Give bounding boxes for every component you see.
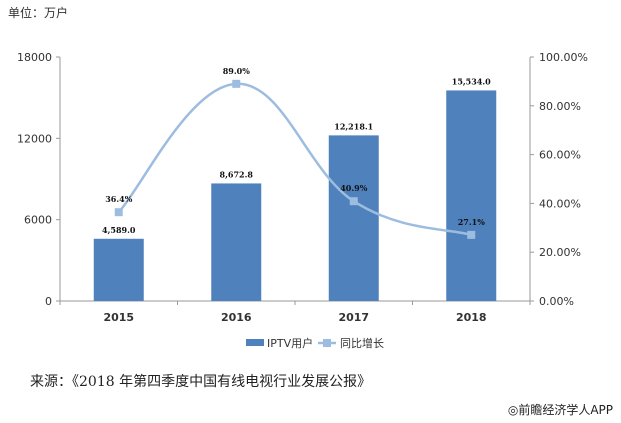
right-tick-label: 0.00%	[539, 295, 574, 308]
x-tick-label: 2018	[456, 311, 487, 324]
legend-bar-swatch	[246, 339, 264, 346]
growth-value-label: 89.0%	[223, 66, 250, 76]
x-tick-label: 2017	[338, 311, 369, 324]
right-tick-label: 80.00%	[539, 100, 581, 113]
growth-value-label: 27.1%	[458, 217, 485, 227]
growth-line	[117, 82, 472, 237]
bar-value-label: 15,534.0	[452, 76, 491, 86]
bar	[93, 238, 144, 301]
left-tick-label: 0	[45, 295, 52, 308]
watermark: ◎前瞻经济学人APP	[507, 403, 613, 417]
bar-value-label: 4,589.0	[102, 225, 136, 235]
legend-bar-label: IPTV用户	[267, 336, 313, 350]
growth-marker	[232, 79, 241, 88]
bar	[211, 183, 262, 301]
growth-marker	[467, 230, 476, 239]
right-tick-label: 60.00%	[539, 149, 581, 162]
left-tick-label: 12000	[17, 132, 52, 145]
growth-marker	[114, 208, 123, 217]
x-tick-label: 2015	[103, 311, 134, 324]
bar-value-label: 8,672.8	[220, 169, 254, 179]
right-tick-label: 100.00%	[539, 51, 588, 64]
bar	[446, 90, 497, 301]
combo-chart: 0 6000 12000 18000 0.00% 20.00% 40.00% 60.00% 80…	[17, 51, 588, 350]
bar	[328, 135, 379, 301]
chart-area: 0 6000 12000 18000 0.00% 20.00% 40.00% 60.00% 80…	[17, 51, 588, 350]
unit-label: 单位：万户	[8, 6, 69, 20]
left-tick-label: 18000	[17, 51, 52, 64]
growth-value-label: 40.9%	[340, 183, 367, 193]
right-tick-label: 40.00%	[539, 197, 581, 210]
bar-value-label: 12,218.1	[334, 121, 373, 131]
source-line: 来源：《2018 年第四季度中国有线电视行业发展公报》	[30, 374, 372, 390]
left-tick-label: 6000	[24, 214, 52, 227]
legend-line-label: 同比增长	[340, 336, 384, 350]
growth-marker	[349, 197, 358, 206]
x-tick-label: 2016	[221, 311, 252, 324]
right-tick-label: 20.00%	[539, 246, 581, 259]
growth-value-label: 36.4%	[105, 194, 132, 204]
legend-line-marker	[323, 339, 331, 347]
